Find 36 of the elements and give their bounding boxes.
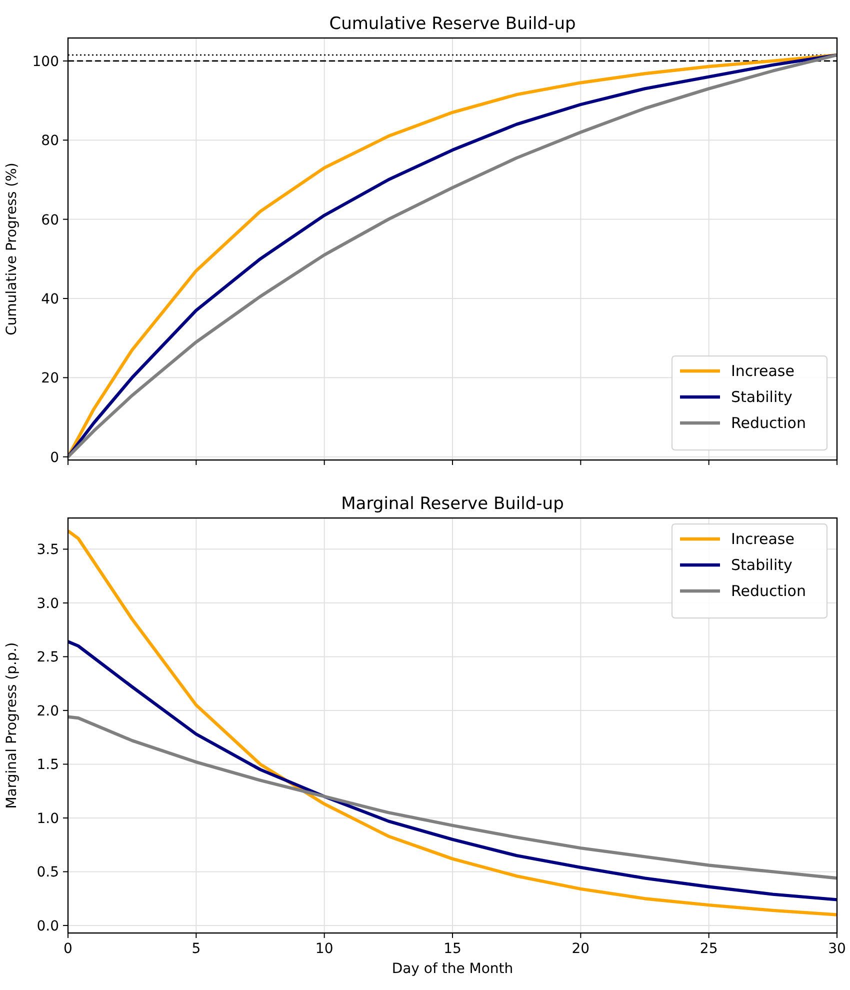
x-tick-label: 30 [828, 941, 846, 957]
x-tick-label: 15 [444, 941, 462, 957]
y-tick-label: 2.0 [36, 703, 59, 720]
x-tick-label: 10 [315, 941, 334, 957]
chart-title: Cumulative Reserve Build-up [329, 14, 576, 34]
y-tick-label: 0.0 [36, 918, 59, 934]
y-tick-label: 3.0 [36, 596, 59, 612]
y-tick-label: 3.5 [36, 542, 59, 558]
y-tick-label: 2.5 [36, 650, 59, 666]
x-tick-label: 20 [572, 941, 590, 957]
legend-label: Increase [731, 362, 794, 380]
y-tick-label: 20 [41, 370, 59, 387]
line-series [68, 640, 837, 902]
y-tick-label: 60 [41, 212, 59, 228]
x-tick-label: 25 [700, 941, 718, 957]
y-tick-label: 80 [41, 133, 59, 150]
y-axis-title: Marginal Progress (p.p.) [4, 642, 20, 809]
legend-label: Stability [731, 388, 792, 406]
legend-label: Stability [731, 556, 792, 574]
y-tick-label: 100 [32, 54, 59, 70]
y-tick-label: 1.5 [36, 757, 59, 774]
line-series [68, 529, 837, 916]
y-tick-label: 1.0 [36, 810, 59, 827]
x-tick-label: 0 [64, 941, 72, 957]
legend-label: Reduction [731, 414, 806, 432]
y-tick-label: 40 [41, 291, 59, 308]
line-series [68, 53, 837, 458]
line-series [68, 715, 837, 880]
x-axis-title: Day of the Month [392, 961, 514, 977]
y-tick-label: 0 [50, 450, 59, 466]
chart-title: Marginal Reserve Build-up [341, 494, 564, 514]
legend-label: Increase [731, 530, 794, 548]
legend-label: Reduction [731, 582, 806, 600]
y-tick-label: 0.5 [36, 864, 59, 881]
x-tick-label: 5 [192, 941, 201, 957]
y-axis-title: Cumulative Progress (%) [4, 162, 20, 336]
